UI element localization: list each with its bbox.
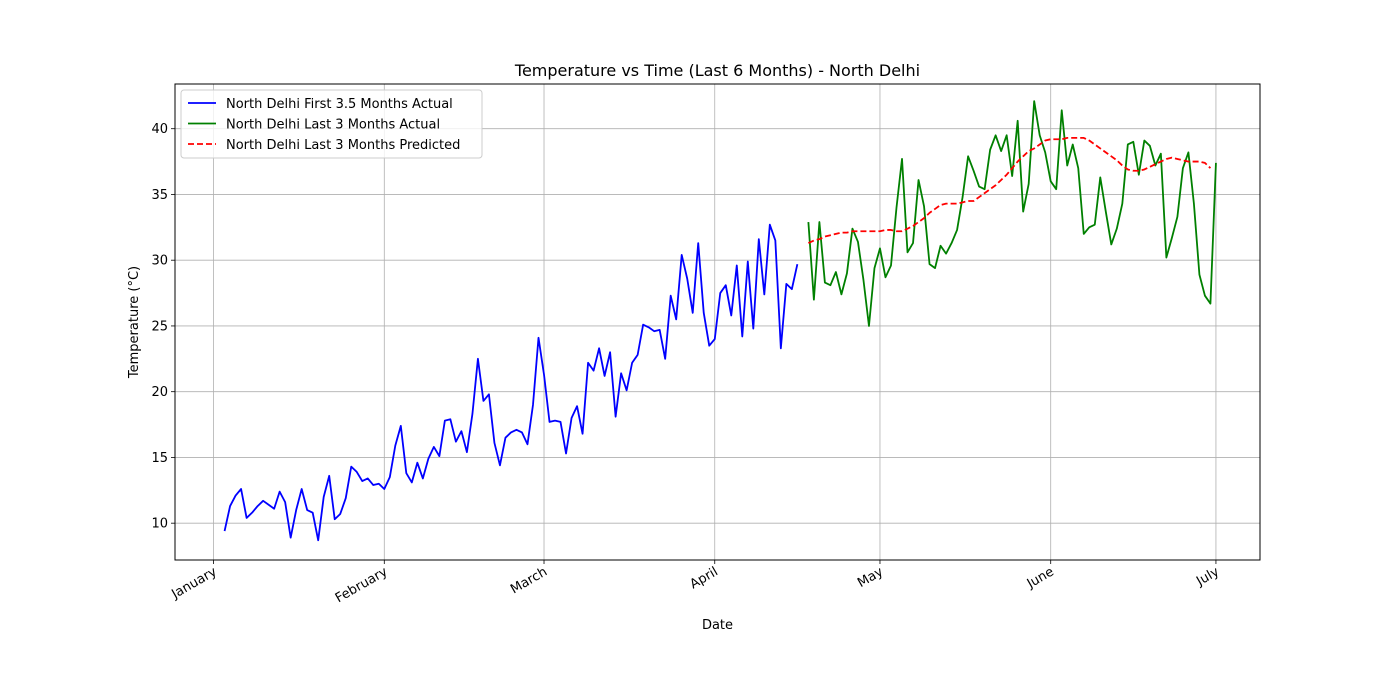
y-tick-label: 15	[151, 451, 168, 466]
legend-label-1: North Delhi First 3.5 Months Actual	[226, 97, 453, 112]
chart-title: Temperature vs Time (Last 6 Months) - No…	[514, 61, 920, 80]
series-line-1	[223, 223, 799, 542]
y-axis-label: Temperature (°C)	[127, 266, 142, 379]
y-axis-ticks: 10 15 20 25 30 35 40	[151, 122, 175, 532]
series-layer	[223, 100, 1217, 542]
y-tick-label: 10	[151, 517, 168, 532]
y-tick-label: 25	[151, 319, 168, 334]
legend-label-3: North Delhi Last 3 Months Predicted	[226, 138, 460, 153]
legend-label-2: North Delhi Last 3 Months Actual	[226, 118, 440, 133]
y-tick-label: 30	[151, 254, 168, 269]
y-tick-label: 35	[151, 188, 168, 203]
grid-lines	[175, 84, 1260, 560]
series-line-2	[807, 100, 1217, 327]
series-line-3	[807, 137, 1212, 244]
y-tick-label: 40	[151, 122, 168, 137]
legend-box	[180, 89, 483, 159]
legend: North Delhi First 3.5 Months Actual North…	[180, 89, 483, 159]
x-axis-label: Date	[702, 618, 733, 633]
plot-frame	[174, 83, 1261, 561]
y-tick-label: 20	[151, 385, 168, 400]
